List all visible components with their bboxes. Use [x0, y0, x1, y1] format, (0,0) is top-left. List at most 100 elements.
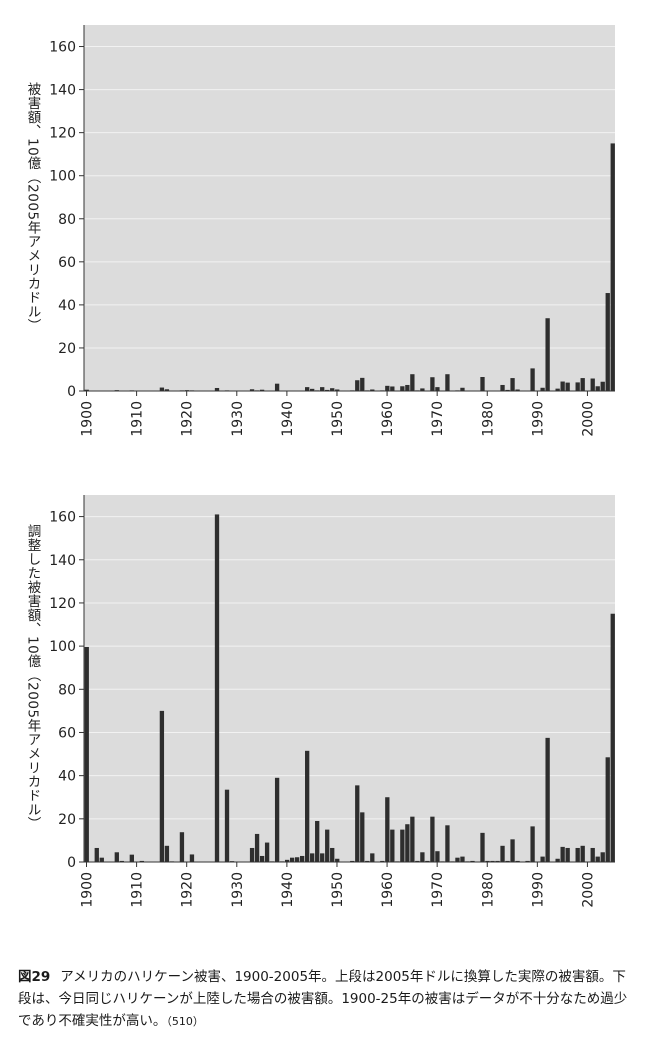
bottom-bar-1954 — [355, 785, 360, 862]
top-xtick-label: 1900 — [80, 401, 96, 437]
bottom-ytick-label: 120 — [49, 596, 76, 612]
top-bar-1985 — [510, 378, 515, 391]
top-bar-1947 — [320, 387, 325, 391]
bottom-bar-1916 — [164, 845, 170, 862]
top-bar-1938 — [274, 383, 280, 391]
bottom-bar-1936 — [264, 842, 270, 862]
bottom-xtick-label: 1980 — [480, 872, 496, 908]
top-bar-1933 — [249, 389, 255, 391]
bottom-bar-1941 — [289, 857, 295, 862]
bottom-bar-1946 — [315, 820, 320, 862]
bottom-ytick-label: 80 — [58, 682, 76, 698]
top-ytick-label: 40 — [58, 298, 76, 314]
top-bar-1970 — [435, 387, 440, 391]
bottom-bar-1967 — [420, 852, 425, 862]
top-bar-2002 — [595, 386, 600, 391]
top-bar-1963 — [400, 386, 405, 391]
top-bar-1984 — [505, 389, 510, 391]
top-ytick-label: 140 — [49, 83, 76, 99]
top-xtick-label: 1920 — [180, 401, 196, 437]
top-chart: 0 20 40 60 80 100 120 140 160 1900 1910 1920 1930 194… — [49, 25, 615, 437]
top-bar-1950 — [335, 389, 340, 391]
top-bar-1986 — [515, 389, 520, 391]
top-bar-1961 — [390, 386, 395, 391]
bottom-bar-1975 — [460, 856, 465, 862]
bottom-bar-1970 — [435, 851, 440, 862]
top-bar-1994 — [555, 388, 560, 391]
top-chart-ylabel: 被害額、10億（2005年アメリカドル） — [24, 82, 41, 333]
top-xtick-label: 1940 — [280, 401, 296, 437]
bottom-chart: 0 20 40 60 80 100 120 140 160 1900 1910 1920 1930 194… — [49, 495, 615, 908]
bottom-xtick-label: 1970 — [430, 872, 446, 908]
bottom-bar-1949 — [330, 847, 335, 862]
bottom-bar-1969 — [430, 816, 435, 862]
caption-reference: （510） — [166, 1015, 204, 1028]
bottom-ytick-label: 100 — [49, 639, 76, 655]
bottom-bar-1906 — [114, 852, 119, 862]
bottom-bar-1953 — [350, 860, 355, 862]
bottom-bar-1982 — [495, 860, 500, 862]
bottom-xtick-label: 1910 — [130, 872, 146, 908]
bottom-bar-1985 — [510, 839, 515, 862]
bottom-bar-1945 — [310, 853, 315, 862]
bottom-xtick-label: 1990 — [530, 872, 546, 908]
bottom-bar-1926 — [214, 514, 220, 862]
bottom-bar-1928 — [224, 789, 230, 862]
bottom-bar-2005 — [610, 613, 615, 862]
bottom-bar-1948 — [325, 829, 330, 862]
bottom-bar-1961 — [390, 829, 395, 862]
bottom-ytick-label: 0 — [67, 855, 76, 871]
top-bar-1969 — [430, 377, 435, 391]
top-bar-2005 — [610, 143, 615, 391]
bottom-bar-1942 — [294, 857, 300, 862]
top-xtick-label: 1950 — [330, 401, 346, 437]
bottom-bar-2001 — [590, 847, 595, 862]
bottom-bar-1966 — [415, 860, 420, 862]
top-bar-1945 — [310, 388, 315, 391]
top-xtick-label: 1910 — [130, 401, 146, 437]
top-bar-1900 — [84, 389, 89, 391]
bottom-bar-1999 — [580, 845, 585, 862]
top-xtick-label: 1980 — [480, 401, 496, 437]
top-plot-area — [84, 25, 615, 391]
bottom-bar-1998 — [575, 847, 580, 862]
figure-caption: 図29 アメリカのハリケーン被害、1900-2005年。上段は2005年ドルに換算… — [18, 966, 630, 1033]
top-bar-1992 — [545, 318, 550, 391]
bottom-bar-1960 — [385, 797, 390, 862]
bottom-bar-1938 — [274, 777, 280, 862]
bottom-ytick-label: 60 — [58, 725, 76, 741]
top-bar-1954 — [355, 380, 360, 391]
top-bar-1926 — [214, 387, 220, 391]
top-bar-1998 — [575, 382, 580, 391]
top-bar-1916 — [164, 389, 170, 391]
bottom-bar-1991 — [540, 856, 545, 862]
bottom-xtick-label: 1950 — [330, 872, 346, 908]
top-bar-2004 — [605, 293, 610, 391]
top-bar-1979 — [480, 377, 485, 391]
bottom-bar-1964 — [405, 824, 410, 862]
bottom-bar-1988 — [525, 860, 530, 862]
top-ytick-label: 80 — [58, 212, 76, 228]
bottom-bar-1979 — [480, 832, 485, 862]
top-xtick-label: 1990 — [530, 401, 546, 437]
top-ytick-label: 60 — [58, 255, 76, 271]
bottom-bar-1902 — [94, 847, 99, 862]
top-bar-1995 — [560, 381, 565, 391]
bottom-bar-1977 — [470, 860, 475, 862]
bottom-xtick-label: 1930 — [230, 872, 246, 908]
bottom-bar-1983 — [500, 845, 505, 862]
top-ytick-label: 120 — [49, 126, 76, 142]
top-ytick-label: 0 — [67, 384, 76, 400]
bottom-xtick-label: 1960 — [380, 872, 396, 908]
top-bar-2003 — [600, 381, 605, 391]
bottom-bar-2004 — [605, 757, 610, 862]
bottom-bar-1955 — [360, 812, 365, 862]
bottom-bar-1989 — [530, 826, 535, 862]
bottom-ytick-label: 140 — [49, 553, 76, 569]
bottom-bar-1995 — [560, 846, 565, 862]
charts-canvas: 0 20 40 60 80 100 120 140 160 1900 1910 1920 1930 194… — [49, 25, 615, 908]
bottom-bar-1943 — [300, 855, 305, 862]
bottom-xtick-label: 1900 — [80, 872, 96, 908]
bottom-bar-1992 — [545, 737, 550, 862]
bottom-bar-1994 — [555, 858, 560, 862]
